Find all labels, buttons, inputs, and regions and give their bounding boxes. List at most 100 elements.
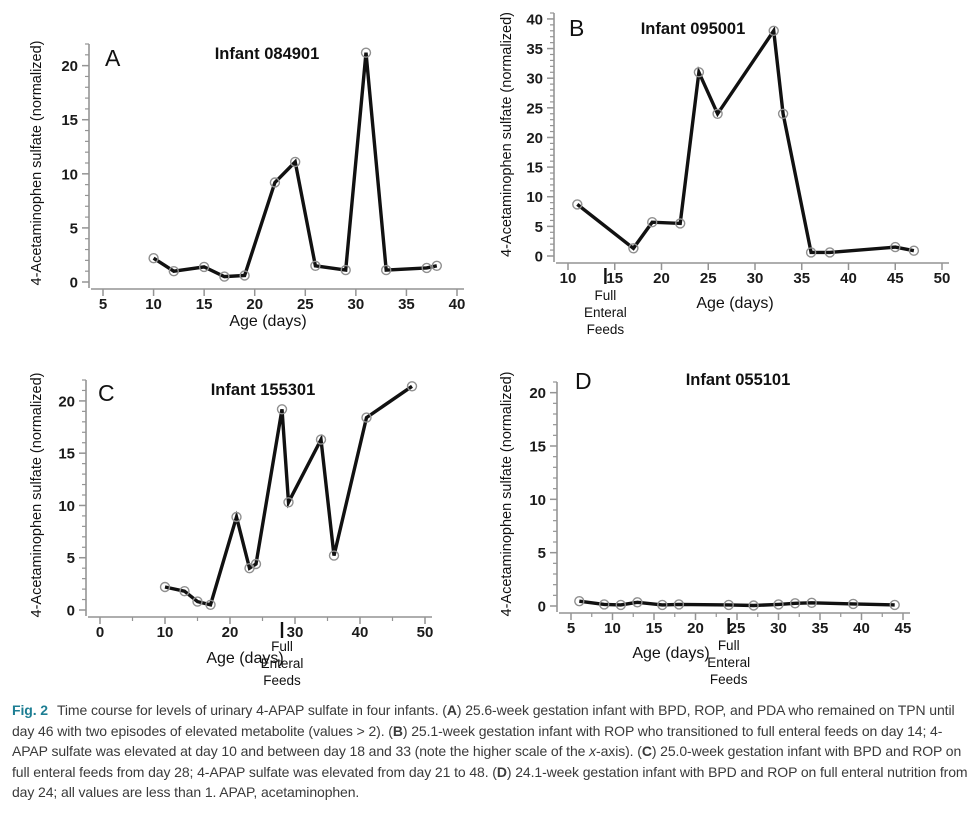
caption-segment: -axis). ( bbox=[596, 743, 642, 759]
data-point bbox=[768, 25, 779, 36]
data-point bbox=[748, 600, 759, 611]
data-point bbox=[628, 243, 639, 254]
data-points bbox=[159, 381, 418, 611]
data-series-line bbox=[579, 599, 895, 608]
svg-text:5: 5 bbox=[567, 620, 575, 637]
caption-segment: x bbox=[589, 743, 597, 759]
full-enteral-feeds-label: Feeds bbox=[710, 672, 748, 687]
data-point bbox=[231, 511, 242, 523]
full-enteral-feeds-label: Full bbox=[718, 638, 740, 653]
data-point bbox=[310, 260, 321, 271]
svg-text:15: 15 bbox=[606, 270, 623, 287]
svg-text:15: 15 bbox=[646, 620, 663, 637]
panel-letter: A bbox=[105, 45, 121, 71]
data-point bbox=[148, 252, 159, 264]
svg-text:20: 20 bbox=[246, 296, 263, 313]
x-ticks: 5 10 15 20 25 30 35 40 45 bbox=[567, 613, 911, 637]
svg-text:20: 20 bbox=[58, 393, 75, 410]
x-ticks: 5 10 15 20 25 30 35 40 bbox=[99, 289, 466, 313]
data-point bbox=[773, 599, 784, 610]
data-point bbox=[632, 597, 643, 608]
y-ticks: 0 5 10 15 20 bbox=[529, 381, 557, 616]
svg-text:20: 20 bbox=[529, 385, 546, 402]
svg-text:50: 50 bbox=[934, 270, 951, 287]
svg-text:25: 25 bbox=[297, 296, 314, 313]
data-point bbox=[673, 599, 685, 610]
svg-text:40: 40 bbox=[840, 270, 857, 287]
svg-text:40: 40 bbox=[352, 624, 369, 641]
svg-text:0: 0 bbox=[96, 624, 104, 641]
full-enteral-feeds-label: Feeds bbox=[263, 673, 301, 688]
data-point bbox=[646, 216, 658, 228]
data-point bbox=[657, 599, 668, 611]
caption-segment: A bbox=[446, 702, 457, 718]
x-axis-label: Age (days) bbox=[632, 645, 709, 662]
data-point bbox=[805, 247, 817, 258]
data-point bbox=[328, 550, 340, 561]
data-points bbox=[572, 25, 920, 258]
data-point bbox=[572, 199, 583, 210]
x-axis-label: Age (days) bbox=[206, 650, 283, 667]
data-point bbox=[219, 271, 230, 282]
data-point bbox=[168, 266, 180, 277]
svg-text:45: 45 bbox=[887, 270, 904, 287]
x-axis-label: Age (days) bbox=[229, 313, 306, 330]
svg-text:5: 5 bbox=[67, 550, 75, 567]
data-point bbox=[283, 497, 294, 508]
x-axis-label: Age (days) bbox=[696, 295, 773, 312]
full-enteral-feeds-label: Enteral bbox=[261, 656, 304, 671]
svg-text:10: 10 bbox=[604, 620, 621, 637]
data-point bbox=[615, 599, 627, 611]
svg-text:25: 25 bbox=[700, 270, 717, 287]
data-point bbox=[777, 108, 789, 120]
svg-text:10: 10 bbox=[61, 166, 78, 183]
y-axis-label: 4-Acetaminophen sulfate (normalized) bbox=[29, 372, 45, 617]
chart-title: Infant 095001 bbox=[641, 20, 746, 38]
data-point bbox=[723, 599, 734, 611]
figure-caption-text: Time course for levels of urinary 4-APAP… bbox=[12, 702, 968, 800]
svg-text:20: 20 bbox=[526, 130, 543, 147]
data-point bbox=[598, 599, 610, 610]
x-ticks: 10 15 20 25 30 35 40 45 50 bbox=[560, 263, 951, 287]
caption-segment: C bbox=[641, 743, 652, 759]
svg-text:35: 35 bbox=[398, 296, 415, 313]
svg-text:20: 20 bbox=[687, 620, 704, 637]
full-enteral-feeds-label: Enteral bbox=[707, 655, 750, 670]
data-point bbox=[250, 558, 262, 570]
svg-text:30: 30 bbox=[287, 624, 304, 641]
data-point bbox=[889, 599, 900, 611]
data-point bbox=[824, 247, 835, 258]
caption-segment: B bbox=[392, 722, 403, 739]
chart-title: Infant 155301 bbox=[211, 381, 316, 399]
svg-text:30: 30 bbox=[770, 620, 787, 637]
data-point bbox=[848, 598, 859, 610]
chart-svg-c: 0 5 10 15 20 0 10 20 30 40 50 C Infant 155301 Age (da… bbox=[29, 372, 433, 688]
panel-a-chart: 0 5 10 15 20 5 10 15 20 25 30 35 40 A Infant 084901 Age… bbox=[25, 8, 485, 355]
data-point bbox=[276, 404, 288, 415]
svg-text:0: 0 bbox=[538, 599, 546, 616]
svg-text:5: 5 bbox=[535, 219, 543, 236]
data-point bbox=[381, 264, 392, 276]
y-ticks: 0 5 10 15 20 bbox=[61, 43, 89, 292]
svg-text:0: 0 bbox=[535, 249, 543, 266]
data-point bbox=[192, 596, 203, 607]
svg-text:25: 25 bbox=[729, 620, 746, 637]
svg-text:40: 40 bbox=[449, 296, 466, 313]
data-point bbox=[406, 381, 418, 392]
full-enteral-feeds-label: Full bbox=[595, 288, 617, 303]
caption-segment: ) 25.0-week gestation infant with BPD an… bbox=[12, 743, 962, 780]
data-series-line bbox=[152, 52, 438, 279]
data-series-line bbox=[576, 26, 915, 255]
svg-text:20: 20 bbox=[222, 624, 239, 641]
svg-text:25: 25 bbox=[526, 100, 543, 117]
panel-b-chart: 0 5 10 15 20 25 30 35 40 10 15 20 25 30 35 40 45 50 B Infan… bbox=[495, 0, 978, 352]
data-point bbox=[159, 581, 171, 593]
y-axis-label: 4-Acetaminophen sulfate (normalized) bbox=[499, 371, 515, 616]
svg-text:15: 15 bbox=[58, 446, 75, 463]
chart-svg-a: 0 5 10 15 20 5 10 15 20 25 30 35 40 A Infant 084901 Age… bbox=[29, 40, 466, 330]
svg-text:40: 40 bbox=[526, 11, 543, 28]
svg-text:10: 10 bbox=[529, 492, 546, 509]
svg-text:35: 35 bbox=[793, 270, 810, 287]
data-point bbox=[340, 264, 351, 276]
figure-caption: Fig. 2 Time course for levels of urinary … bbox=[12, 700, 970, 803]
